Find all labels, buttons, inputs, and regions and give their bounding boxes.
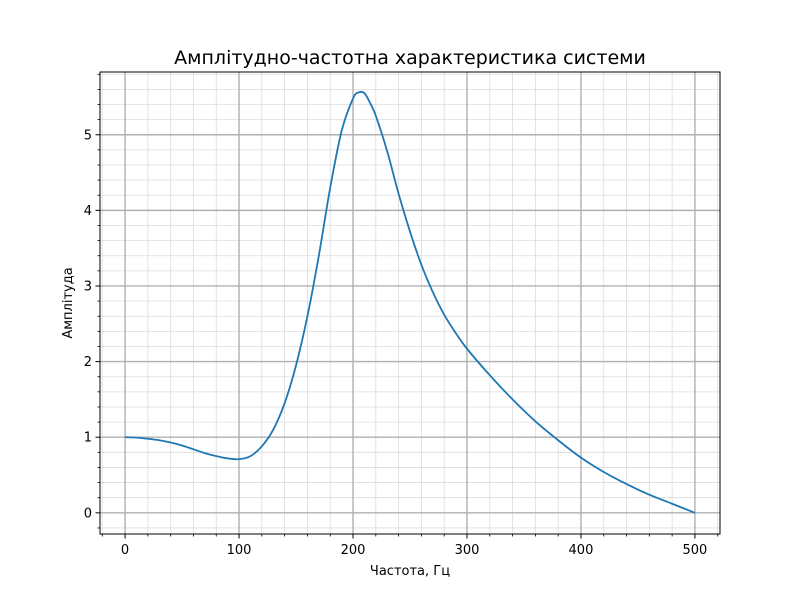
chart-title: Амплітудно-частотна характеристика систе… (174, 47, 646, 69)
x-tick-label: 500 (683, 543, 708, 558)
x-tick-label: 200 (341, 543, 366, 558)
y-tick-label: 3 (84, 279, 92, 294)
y-tick-label: 5 (84, 128, 92, 143)
minor-grid (100, 72, 720, 534)
major-grid (100, 72, 720, 534)
y-tick-label: 1 (84, 431, 92, 446)
x-tick-label: 100 (227, 543, 252, 558)
y-tick-label: 2 (84, 355, 92, 370)
ticks-layer: 0 100 200 300 400 500 0 1 2 3 4 5 (84, 73, 719, 558)
x-tick-label: 400 (569, 543, 594, 558)
series-line (125, 90, 696, 514)
y-axis-label: Амплітуда (61, 267, 76, 338)
x-tick-label: 300 (455, 543, 480, 558)
y-tick-label: 0 (84, 506, 92, 521)
plot-frame (99, 71, 721, 535)
x-axis-label: Частота, Гц (370, 564, 450, 579)
y-tick-label: 4 (84, 204, 92, 219)
series-layer (125, 90, 696, 514)
plot-background (100, 72, 720, 534)
x-tick-label: 0 (121, 543, 129, 558)
